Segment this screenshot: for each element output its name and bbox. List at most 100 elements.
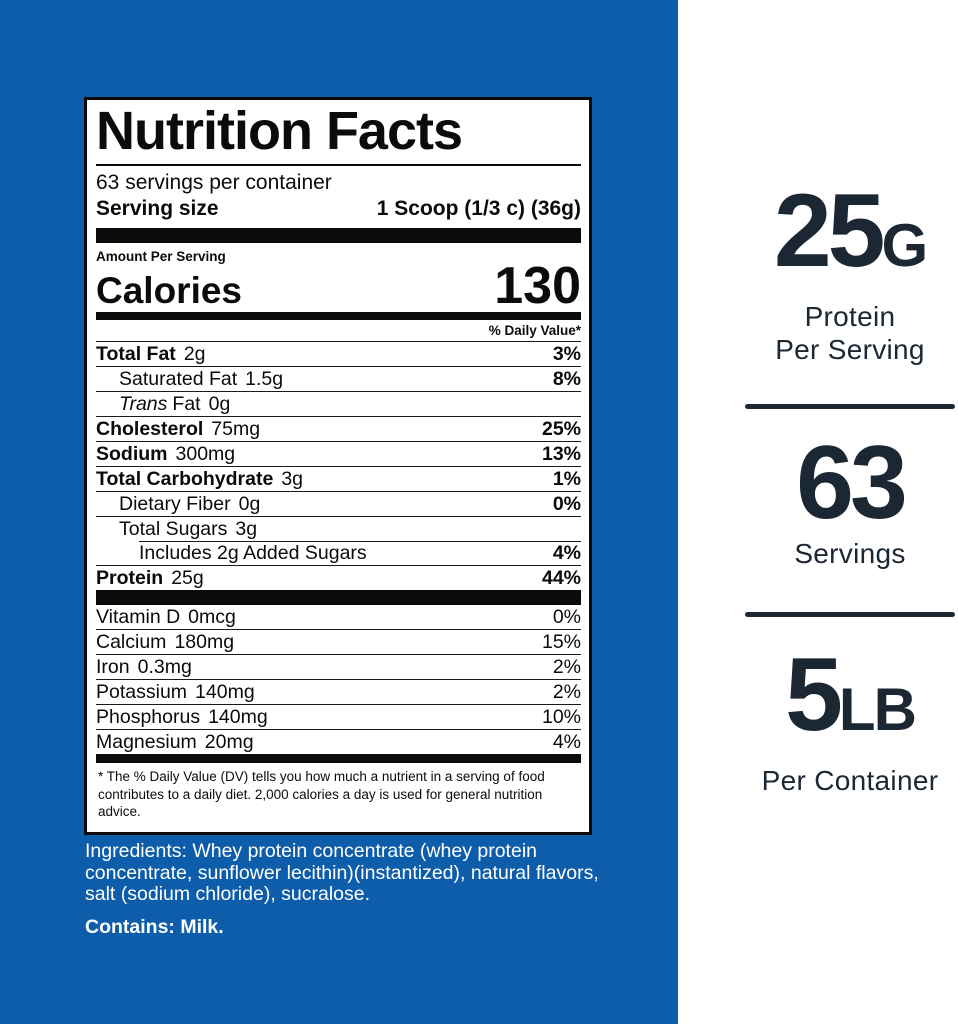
nutrient-daily-value: 13% xyxy=(541,443,581,465)
nutrient-name-group: Saturated Fat 1.5g xyxy=(119,369,283,389)
servings-per-container: 63 servings per container xyxy=(96,171,332,194)
stat-weight-label: Per Container xyxy=(761,765,939,796)
nutrient-name: Cholesterol xyxy=(96,418,204,440)
nutrient-row: Cholesterol 75mg 25% xyxy=(96,416,581,441)
stat-weight: 5LB Per Container xyxy=(762,617,939,797)
vitamin-rows: Vitamin D 0mcg 0% Calcium 180mg 15% Iron 0.… xyxy=(96,605,581,754)
vitamin-row: Vitamin D 0mcg 0% xyxy=(96,605,581,629)
stats-panel: 25G Protein Per Serving 63 Servings 5LB … xyxy=(678,0,958,1024)
vitamin-daily-value: 0% xyxy=(552,606,581,628)
ingredients-section: Ingredients: Whey protein concentrate (w… xyxy=(85,840,611,939)
daily-value-header: % Daily Value* xyxy=(488,323,581,338)
stat-weight-value: 5LB xyxy=(785,643,917,758)
stat-divider-1 xyxy=(745,404,955,409)
nutrient-name-group: Cholesterol 75mg xyxy=(96,419,260,439)
vitamin-amount: 20mg xyxy=(204,731,254,753)
nutrient-name-group: Total Fat 2g xyxy=(96,344,206,364)
vitamin-daily-value: 2% xyxy=(552,656,581,678)
nutrient-daily-value: 4% xyxy=(552,542,581,564)
nutrient-name-italic-prefix: Trans xyxy=(119,393,168,415)
vitamin-amount: 0mcg xyxy=(188,606,236,628)
vitamin-amount: 140mg xyxy=(208,706,268,728)
nutrient-amount: 300mg xyxy=(175,443,236,465)
nutrition-facts-title: Nutrition Facts xyxy=(96,101,463,161)
nutrient-amount: 3g xyxy=(281,468,304,490)
nutrient-name: Total Fat xyxy=(96,343,176,365)
thick-divider-bar-2 xyxy=(96,590,581,605)
nutrient-name-group: Includes 2g Added Sugars xyxy=(139,543,367,563)
stat-servings-value: 63 xyxy=(796,431,908,535)
nutrient-daily-value: 1% xyxy=(552,468,581,490)
stat-weight-unit: LB xyxy=(838,676,917,743)
amount-per-serving-label: Amount Per Serving xyxy=(96,249,226,264)
nutrient-amount: 0g xyxy=(238,493,261,515)
vitamin-row: Iron 0.3mg 2% xyxy=(96,654,581,679)
nutrient-name-group: Total Carbohydrate 3g xyxy=(96,469,303,489)
nutrient-name: Protein xyxy=(96,567,164,589)
title-rule xyxy=(96,164,581,166)
vitamin-daily-value: 4% xyxy=(552,731,581,753)
nutrient-rows: Total Fat 2g 3% Saturated Fat 1.5g 8% Tran… xyxy=(96,341,581,590)
nutrient-daily-value: 25% xyxy=(541,418,581,440)
vitamin-name-group: Iron 0.3mg xyxy=(96,657,192,677)
nutrient-row: Dietary Fiber 0g 0% xyxy=(96,491,581,516)
nutrient-amount: 2g xyxy=(183,343,206,365)
vitamin-name-group: Calcium 180mg xyxy=(96,632,234,652)
vitamin-name: Phosphorus xyxy=(96,706,201,728)
stat-servings-label: Servings xyxy=(794,538,906,569)
serving-size-value: 1 Scoop (1/3 c) (36g) xyxy=(376,197,581,220)
nutrient-daily-value: 3% xyxy=(552,343,581,365)
stat-weight-number: 5 xyxy=(785,637,843,753)
nutrient-daily-value: 0% xyxy=(552,493,581,515)
thick-divider-bar-3 xyxy=(96,754,581,763)
nutrient-row: Saturated Fat 1.5g 8% xyxy=(96,366,581,391)
nutrient-row: Trans Fat 0g xyxy=(96,391,581,416)
nutrient-name-group: Trans Fat 0g xyxy=(119,394,230,414)
vitamin-name: Iron xyxy=(96,656,130,678)
vitamin-name-group: Phosphorus 140mg xyxy=(96,707,268,727)
nutrient-row: Total Carbohydrate 3g 1% xyxy=(96,466,581,491)
vitamin-row: Potassium 140mg 2% xyxy=(96,679,581,704)
stat-protein-label-line2: Per Serving xyxy=(775,334,925,365)
ingredients-text: Ingredients: Whey protein concentrate (w… xyxy=(85,840,599,905)
thick-divider-bar xyxy=(96,228,581,243)
nutrient-row: Total Sugars 3g xyxy=(96,516,581,541)
nutrient-name: Total Sugars xyxy=(119,518,228,540)
contains-text: Contains: Milk. xyxy=(85,915,224,938)
vitamin-row: Phosphorus 140mg 10% xyxy=(96,704,581,729)
vitamin-daily-value: 15% xyxy=(541,631,581,653)
nutrient-row: Total Fat 2g 3% xyxy=(96,341,581,366)
nutrient-daily-value: 8% xyxy=(552,368,581,390)
nutrient-amount: 1.5g xyxy=(245,368,284,390)
serving-size-row: Serving size 1 Scoop (1/3 c) (36g) xyxy=(96,196,581,228)
nutrient-amount: 75mg xyxy=(211,418,261,440)
stat-divider-2 xyxy=(745,612,955,617)
vitamin-amount: 140mg xyxy=(195,681,255,703)
nutrient-name-group: Protein 25g xyxy=(96,568,204,588)
nutrient-amount: 3g xyxy=(235,518,258,540)
vitamin-name: Magnesium xyxy=(96,731,197,753)
stats-column: 25G Protein Per Serving 63 Servings 5LB … xyxy=(744,0,956,797)
stat-protein-value: 25G xyxy=(774,179,929,294)
vitamin-daily-value: 10% xyxy=(541,706,581,728)
stat-protein: 25G Protein Per Serving xyxy=(774,179,929,366)
stat-protein-unit: G xyxy=(881,212,929,279)
vitamin-amount: 0.3mg xyxy=(137,656,192,678)
serving-size-label: Serving size xyxy=(96,197,219,220)
vitamin-row: Calcium 180mg 15% xyxy=(96,629,581,654)
nutrient-name: Includes 2g Added Sugars xyxy=(139,542,367,564)
vitamin-name-group: Vitamin D 0mcg xyxy=(96,607,236,627)
nutrient-name: Sodium xyxy=(96,443,168,465)
calories-value: 130 xyxy=(494,257,581,315)
nutrient-name-group: Sodium 300mg xyxy=(96,444,235,464)
nutrient-name: Saturated Fat xyxy=(119,368,238,390)
nutrient-name: Total Carbohydrate xyxy=(96,468,274,490)
vitamin-amount: 180mg xyxy=(174,631,235,653)
nutrient-amount: 0g xyxy=(208,393,231,415)
nutrient-amount: 25g xyxy=(171,567,204,589)
nutrition-facts-panel: Nutrition Facts 63 servings per containe… xyxy=(84,97,592,835)
stat-servings-number: 63 xyxy=(796,425,908,541)
medium-divider-bar xyxy=(96,312,581,320)
nutrient-row: Includes 2g Added Sugars 4% xyxy=(96,541,581,565)
stat-protein-number: 25 xyxy=(773,173,886,289)
